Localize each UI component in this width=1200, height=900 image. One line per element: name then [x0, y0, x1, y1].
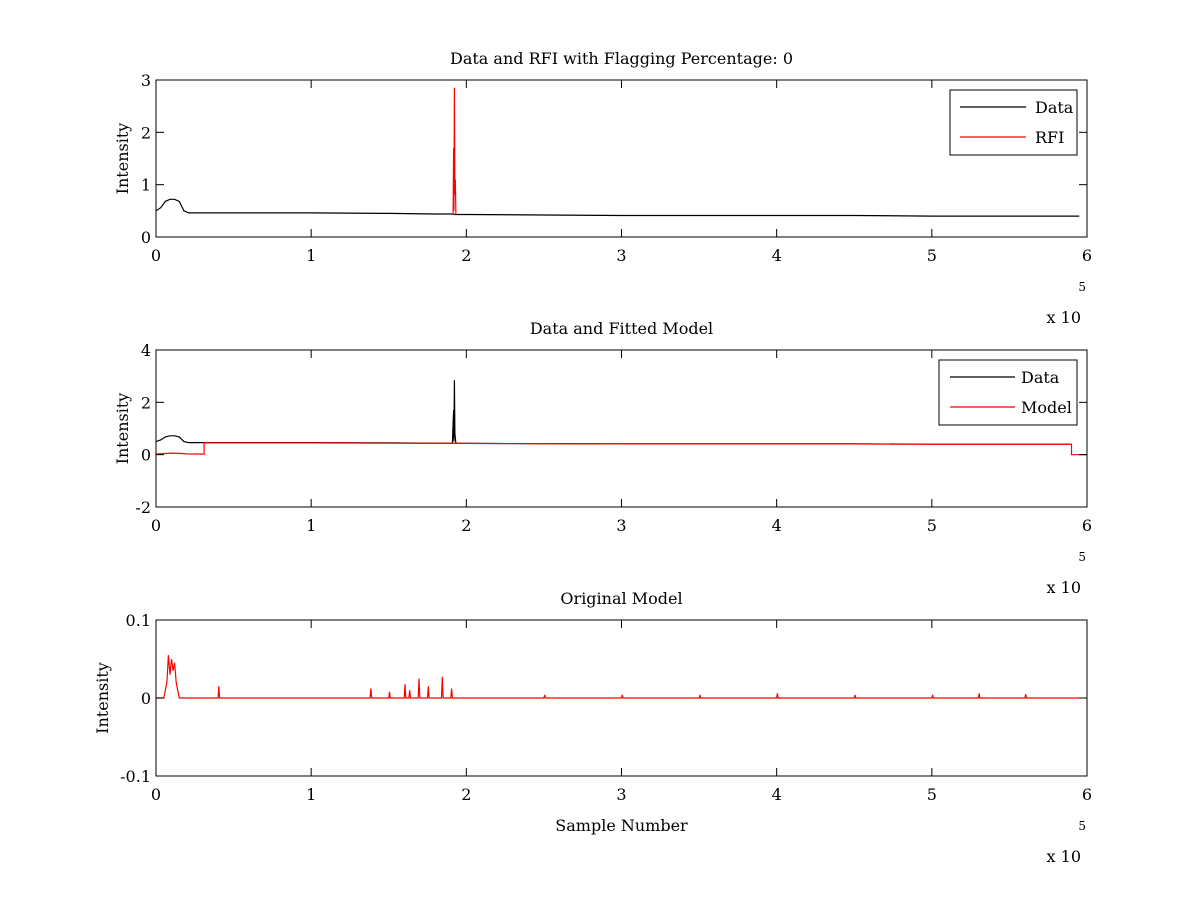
- x-exponent-power: 5: [1078, 550, 1086, 564]
- y-tick-label: 2: [141, 123, 151, 142]
- series-line-rfi: [452, 87, 457, 215]
- y-tick-label: 0.1: [126, 611, 151, 630]
- x-tick-label: 1: [306, 516, 316, 535]
- y-axis-label: Intensity: [113, 393, 132, 465]
- x-tick-label: 5: [927, 785, 937, 804]
- legend-entry: Data: [1035, 98, 1074, 117]
- y-tick-label: 0: [141, 689, 151, 708]
- legend-entry: Data: [1021, 368, 1060, 387]
- x-tick-label: 5: [927, 246, 937, 265]
- x-tick-label: 3: [616, 246, 626, 265]
- subplot-1: Data and RFI with Flagging Percentage: 0…: [113, 49, 1092, 327]
- x-exponent-power: 5: [1078, 819, 1086, 833]
- y-axis-label: Intensity: [113, 123, 132, 195]
- x-tick-label: 2: [461, 516, 471, 535]
- subplot-title: Data and Fitted Model: [530, 319, 713, 338]
- x-tick-label: 0: [151, 516, 161, 535]
- y-tick-label: 1: [141, 176, 151, 195]
- subplot-title: Original Model: [560, 589, 682, 608]
- series-group: [156, 655, 1080, 699]
- x-tick-label: 1: [306, 246, 316, 265]
- y-tick-label: 4: [141, 341, 151, 360]
- legend: Data Model: [938, 359, 1078, 426]
- y-tick-label: 0: [141, 446, 151, 465]
- y-tick-label: 3: [141, 71, 151, 90]
- x-tick-label: 3: [616, 785, 626, 804]
- x-tick-label: 4: [772, 516, 782, 535]
- legend: Data RFI: [949, 89, 1078, 156]
- x-tick-label: 2: [461, 785, 471, 804]
- x-exponent-power: 5: [1078, 280, 1086, 294]
- series-line-model: [156, 655, 1080, 699]
- y-tick-label: 2: [141, 393, 151, 412]
- y-tick-label: -0.1: [120, 767, 151, 786]
- series-group: [156, 87, 1080, 217]
- series-line-data: [156, 198, 1080, 217]
- y-tick-label: -2: [135, 498, 151, 517]
- x-tick-label: 3: [616, 516, 626, 535]
- x-axis-label: Sample Number: [555, 816, 688, 835]
- legend-box: [938, 359, 1078, 426]
- x-tick-label: 6: [1082, 516, 1092, 535]
- series-line-model: [156, 442, 1087, 456]
- x-tick-label: 6: [1082, 246, 1092, 265]
- x-tick-label: 4: [772, 246, 782, 265]
- x-tick-label: 2: [461, 246, 471, 265]
- x-tick-label: 6: [1082, 785, 1092, 804]
- legend-entry: Model: [1021, 398, 1072, 417]
- series-group: [156, 380, 1087, 456]
- x-exponent-base: x 10: [1047, 308, 1081, 327]
- x-tick-label: 0: [151, 246, 161, 265]
- x-exponent-base: x 10: [1047, 847, 1081, 866]
- legend-box: [949, 89, 1078, 156]
- x-tick-label: 5: [927, 516, 937, 535]
- x-exponent-base: x 10: [1047, 578, 1081, 597]
- y-tick-label: 0: [141, 228, 151, 247]
- x-tick-label: 4: [772, 785, 782, 804]
- y-axis-label: Intensity: [93, 662, 112, 734]
- series-line-data: [156, 380, 1072, 445]
- legend-entry: RFI: [1035, 128, 1064, 147]
- subplot-title: Data and RFI with Flagging Percentage: 0: [450, 49, 793, 68]
- x-tick-label: 0: [151, 785, 161, 804]
- x-tick-label: 1: [306, 785, 316, 804]
